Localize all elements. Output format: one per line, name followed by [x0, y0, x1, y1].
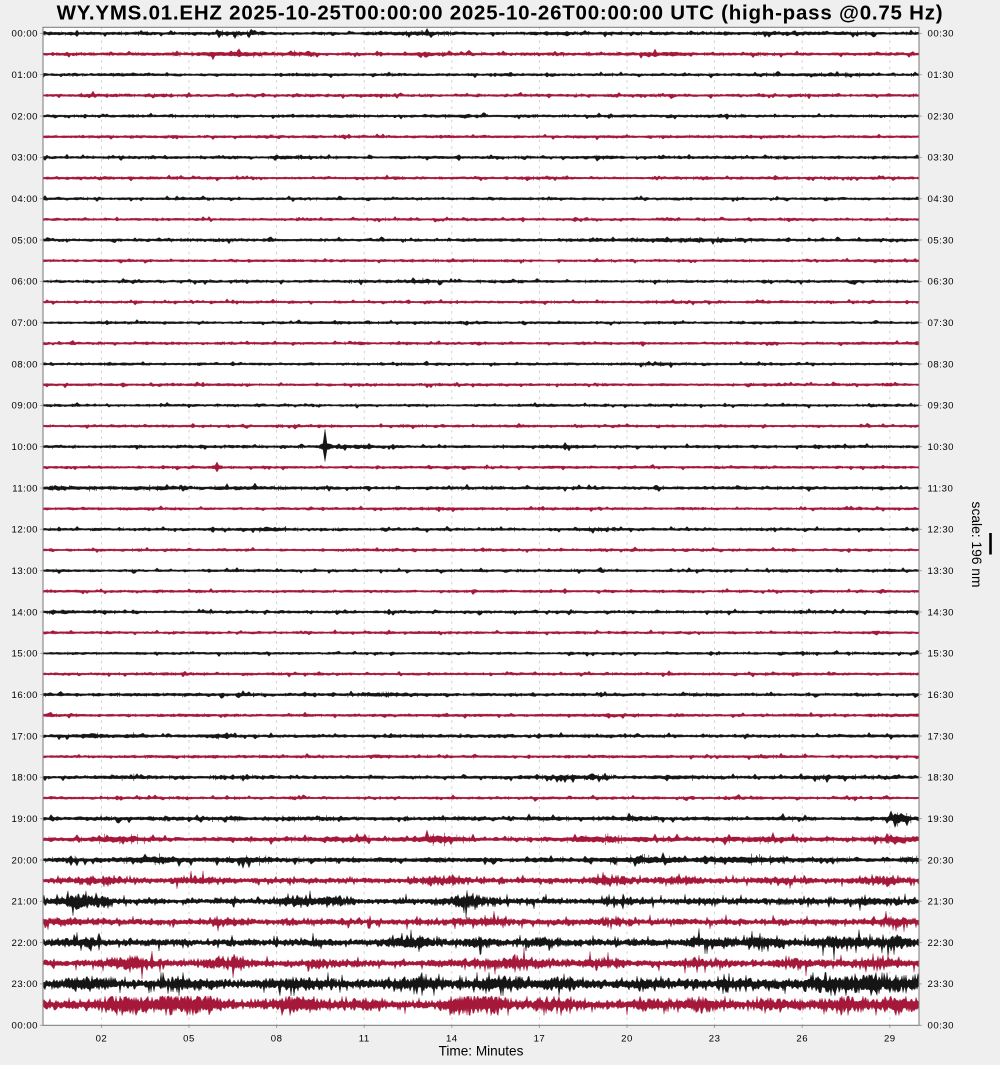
- svg-text:04:30: 04:30: [928, 194, 955, 205]
- svg-text:13:30: 13:30: [928, 566, 955, 577]
- svg-text:14: 14: [446, 1034, 458, 1045]
- svg-text:14:00: 14:00: [11, 607, 38, 618]
- svg-text:22:00: 22:00: [11, 938, 38, 949]
- svg-text:03:00: 03:00: [11, 153, 38, 164]
- svg-text:12:30: 12:30: [928, 525, 955, 536]
- svg-text:09:30: 09:30: [928, 401, 955, 412]
- svg-text:21:30: 21:30: [928, 897, 955, 908]
- svg-text:04:00: 04:00: [11, 194, 38, 205]
- svg-text:02:30: 02:30: [928, 111, 955, 122]
- svg-text:08: 08: [271, 1034, 283, 1045]
- svg-text:00:00: 00:00: [11, 29, 38, 40]
- svg-text:06:30: 06:30: [928, 277, 955, 288]
- svg-text:29: 29: [884, 1034, 896, 1045]
- svg-text:15:30: 15:30: [928, 649, 955, 660]
- svg-text:19:00: 19:00: [11, 814, 38, 825]
- svg-text:05:00: 05:00: [11, 235, 38, 246]
- svg-text:11: 11: [359, 1034, 370, 1045]
- svg-text:22:30: 22:30: [928, 938, 955, 949]
- svg-text:06:00: 06:00: [11, 277, 38, 288]
- svg-text:01:30: 01:30: [928, 70, 955, 81]
- svg-text:11:30: 11:30: [928, 483, 954, 494]
- svg-text:14:30: 14:30: [928, 607, 955, 618]
- svg-text:01:00: 01:00: [11, 70, 38, 81]
- svg-text:16:00: 16:00: [11, 690, 38, 701]
- svg-text:07:30: 07:30: [928, 318, 955, 329]
- svg-text:02:00: 02:00: [11, 111, 38, 122]
- svg-text:17:00: 17:00: [11, 731, 38, 742]
- svg-text:26: 26: [796, 1034, 808, 1045]
- svg-text:00:00: 00:00: [11, 1021, 38, 1032]
- svg-text:12:00: 12:00: [11, 525, 38, 536]
- svg-text:18:00: 18:00: [11, 773, 38, 784]
- svg-text:23: 23: [709, 1034, 721, 1045]
- svg-text:05:30: 05:30: [928, 235, 955, 246]
- svg-text:19:30: 19:30: [928, 814, 955, 825]
- svg-text:16:30: 16:30: [928, 690, 955, 701]
- svg-text:20:30: 20:30: [928, 855, 955, 866]
- svg-text:Time: Minutes: Time: Minutes: [439, 1044, 524, 1059]
- svg-text:00:30: 00:30: [928, 29, 955, 40]
- svg-text:23:30: 23:30: [928, 979, 955, 990]
- svg-text:15:00: 15:00: [11, 649, 38, 660]
- svg-text:03:30: 03:30: [928, 153, 955, 164]
- svg-text:20:00: 20:00: [11, 855, 38, 866]
- svg-text:18:30: 18:30: [928, 773, 955, 784]
- svg-text:10:30: 10:30: [928, 442, 955, 453]
- svg-text:13:00: 13:00: [11, 566, 38, 577]
- svg-text:21:00: 21:00: [11, 897, 38, 908]
- svg-text:20: 20: [621, 1034, 633, 1045]
- svg-text:23:00: 23:00: [11, 979, 38, 990]
- svg-text:17:30: 17:30: [928, 731, 955, 742]
- svg-text:17: 17: [534, 1034, 546, 1045]
- svg-text:scale: 196 nm: scale: 196 nm: [969, 502, 984, 588]
- svg-text:09:00: 09:00: [11, 401, 38, 412]
- svg-text:05: 05: [183, 1034, 195, 1045]
- svg-text:WY.YMS.01.EHZ 2025-10-25T00:00: WY.YMS.01.EHZ 2025-10-25T00:00:00 2025-1…: [57, 2, 944, 25]
- svg-text:02: 02: [96, 1034, 108, 1045]
- svg-text:00:30: 00:30: [928, 1021, 955, 1032]
- svg-text:08:30: 08:30: [928, 359, 955, 370]
- svg-text:11:00: 11:00: [12, 483, 38, 494]
- svg-text:07:00: 07:00: [11, 318, 38, 329]
- svg-text:10:00: 10:00: [11, 442, 38, 453]
- svg-text:08:00: 08:00: [11, 359, 38, 370]
